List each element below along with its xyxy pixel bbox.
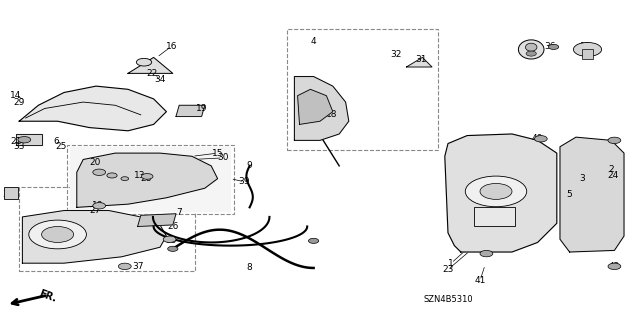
Text: 39: 39: [239, 177, 250, 186]
Text: 2: 2: [609, 165, 614, 174]
Polygon shape: [70, 147, 230, 211]
Text: 14: 14: [10, 91, 22, 100]
Text: 13: 13: [134, 171, 145, 180]
Circle shape: [308, 238, 319, 243]
Text: SZN4B5310: SZN4B5310: [423, 295, 473, 304]
Text: 37: 37: [132, 262, 143, 271]
Text: 21: 21: [10, 137, 22, 146]
Circle shape: [608, 137, 621, 144]
Text: 24: 24: [607, 171, 619, 180]
Text: 29: 29: [13, 98, 25, 107]
Circle shape: [141, 174, 153, 179]
Polygon shape: [560, 137, 624, 252]
Polygon shape: [19, 86, 166, 131]
Text: 30: 30: [217, 153, 228, 162]
Text: 42: 42: [609, 262, 620, 271]
Bar: [4, 187, 18, 199]
Ellipse shape: [518, 40, 544, 59]
Polygon shape: [298, 89, 333, 124]
Circle shape: [107, 173, 117, 178]
Text: 12: 12: [525, 42, 537, 51]
Text: 26: 26: [167, 222, 179, 231]
Circle shape: [93, 203, 106, 209]
Text: 22: 22: [147, 69, 158, 78]
Text: 38: 38: [3, 190, 14, 199]
Polygon shape: [445, 134, 557, 252]
Text: 28: 28: [140, 174, 152, 183]
Polygon shape: [77, 153, 218, 207]
Bar: [582, 49, 593, 59]
Text: 11: 11: [580, 42, 591, 51]
Text: 41: 41: [474, 276, 486, 285]
Bar: [19, 187, 195, 271]
Polygon shape: [16, 134, 42, 145]
Text: 36: 36: [545, 42, 556, 51]
Text: 31: 31: [415, 55, 427, 63]
Text: 8: 8: [247, 263, 252, 272]
Text: 33: 33: [13, 142, 25, 151]
Circle shape: [480, 183, 512, 199]
Text: 17: 17: [141, 59, 153, 68]
Text: 6: 6: [54, 137, 59, 146]
Bar: [67, 145, 234, 214]
Text: 15: 15: [212, 149, 223, 158]
Circle shape: [163, 236, 176, 242]
Text: 10: 10: [92, 201, 103, 210]
Circle shape: [118, 263, 131, 270]
Circle shape: [548, 44, 559, 49]
Polygon shape: [138, 214, 176, 226]
Text: 4: 4: [311, 37, 316, 46]
Circle shape: [480, 250, 493, 257]
Circle shape: [29, 220, 86, 249]
Text: 40: 40: [532, 134, 543, 143]
Polygon shape: [176, 105, 205, 116]
Text: FR.: FR.: [37, 288, 58, 304]
Circle shape: [465, 176, 527, 207]
Text: 16: 16: [166, 42, 177, 51]
Text: 19: 19: [196, 104, 207, 113]
Text: 20: 20: [89, 158, 100, 167]
Ellipse shape: [525, 43, 537, 51]
Text: 7: 7: [177, 208, 182, 217]
Polygon shape: [294, 77, 349, 140]
Text: 34: 34: [154, 75, 166, 84]
Polygon shape: [128, 57, 173, 73]
Text: 23: 23: [442, 265, 454, 274]
Circle shape: [526, 51, 536, 56]
Circle shape: [168, 246, 178, 251]
Text: 9: 9: [247, 161, 252, 170]
Bar: [287, 29, 438, 150]
Circle shape: [534, 136, 547, 142]
Text: 18: 18: [326, 110, 337, 119]
Circle shape: [573, 42, 602, 56]
Text: 35: 35: [166, 236, 177, 245]
Text: 25: 25: [55, 142, 67, 151]
Bar: [474, 207, 515, 226]
Text: 5: 5: [567, 190, 572, 199]
Circle shape: [121, 177, 129, 181]
Text: 32: 32: [390, 50, 401, 59]
Polygon shape: [22, 211, 166, 263]
Circle shape: [42, 226, 74, 242]
Circle shape: [93, 169, 106, 175]
Circle shape: [136, 58, 152, 66]
Polygon shape: [406, 57, 432, 67]
Text: 1: 1: [449, 259, 454, 268]
Text: 27: 27: [89, 206, 100, 215]
Circle shape: [18, 137, 31, 143]
Circle shape: [608, 263, 621, 270]
Text: 3: 3: [580, 174, 585, 183]
